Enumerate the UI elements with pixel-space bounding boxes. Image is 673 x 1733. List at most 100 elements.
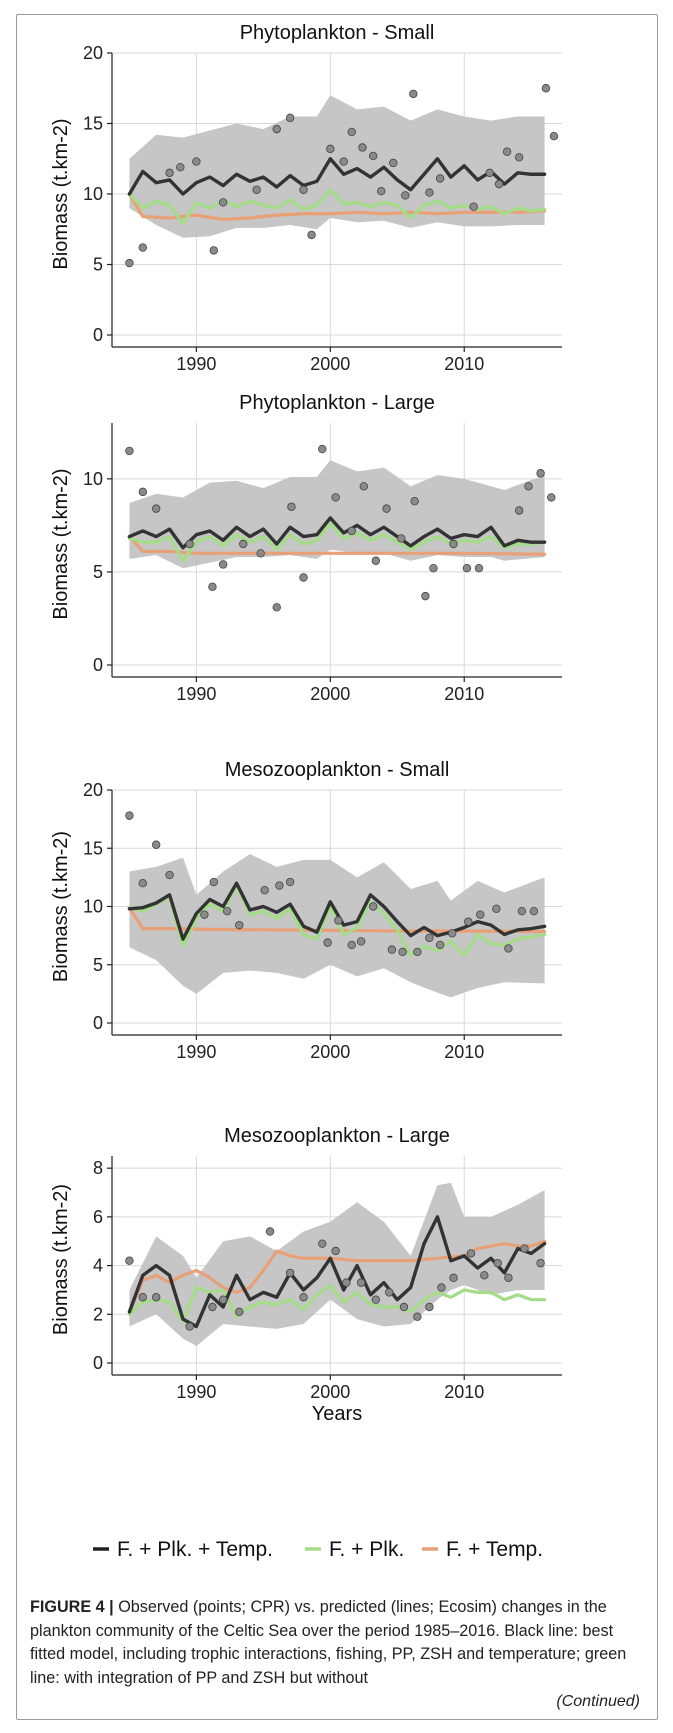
observed-point	[235, 920, 244, 930]
y-tick-label: 0	[93, 1353, 103, 1373]
x-axis-label: Years	[312, 1403, 362, 1425]
panel-title: Mesozooplankton - Small	[225, 759, 450, 781]
observed-point	[413, 1312, 422, 1321]
observed-point	[371, 556, 381, 565]
observed-point	[285, 1268, 295, 1278]
x-tick-label: 2010	[444, 1042, 484, 1062]
observed-point	[462, 564, 472, 573]
observed-point	[469, 202, 478, 211]
figure-caption-text: Observed (points; CPR) vs. predicted (li…	[30, 1598, 627, 1687]
legend-label: F. + Plk.	[329, 1538, 404, 1561]
x-tick-label: 1990	[176, 1382, 216, 1402]
observed-point	[425, 188, 434, 197]
observed-point	[474, 564, 484, 573]
chart-panel-3: Mesozooplankton - Small 0 5 10 15 20 1990 2000 2…	[50, 759, 562, 1062]
legend: F. + Plk. + Temp. F. + Plk. F. + Temp.	[93, 1538, 543, 1561]
observed-point	[285, 113, 295, 123]
series-line-orange	[127, 1239, 547, 1314]
x-tick-label: 2000	[310, 1382, 350, 1402]
observed-point	[368, 151, 378, 161]
observed-point	[318, 1239, 327, 1248]
observed-point	[235, 1307, 244, 1317]
observed-point	[524, 482, 533, 491]
observed-point	[260, 885, 269, 895]
figure-charts: Phytoplankton - Small 0 5 10 15 20 1990 2000 201…	[50, 22, 562, 1561]
observed-point	[536, 1258, 545, 1268]
observed-point	[218, 560, 228, 569]
x-tick-label: 2010	[444, 354, 484, 374]
observed-point	[447, 929, 457, 938]
observed-point	[493, 1258, 502, 1268]
y-tick-label: 0	[93, 325, 103, 345]
observed-point	[287, 502, 296, 511]
observed-point	[165, 168, 174, 178]
x-tick-label: 2000	[310, 1042, 350, 1062]
panel-title: Mesozooplankton - Large	[224, 1125, 450, 1147]
observed-point	[382, 504, 391, 513]
observed-point	[256, 549, 265, 558]
x-tick-label: 2000	[310, 684, 350, 704]
observed-point	[125, 811, 134, 820]
observed-point	[342, 1278, 351, 1287]
observed-point	[218, 198, 228, 207]
observed-point	[397, 534, 406, 543]
observed-point	[209, 877, 218, 887]
observed-point	[285, 877, 295, 887]
observed-point	[480, 1271, 489, 1280]
observed-point	[299, 1293, 308, 1302]
observed-point	[347, 526, 356, 536]
observed-point	[358, 143, 367, 152]
observed-point	[410, 496, 419, 506]
observed-point	[200, 910, 209, 919]
y-tick-label: 15	[83, 838, 103, 858]
observed-point	[347, 940, 356, 950]
observed-point	[541, 84, 551, 93]
y-tick-label: 8	[93, 1158, 103, 1178]
series-line-green	[127, 1283, 547, 1324]
observed-point	[517, 906, 527, 916]
observed-point	[409, 89, 418, 99]
observed-point	[239, 539, 248, 549]
y-tick-label: 5	[93, 562, 103, 582]
observed-point	[437, 1283, 446, 1292]
observed-point	[421, 591, 430, 601]
x-tick-label: 2010	[444, 1382, 484, 1402]
y-axis-label: Biomass (t.km-2)	[50, 1184, 72, 1335]
observed-point	[165, 870, 174, 880]
observed-point	[138, 879, 148, 888]
observed-point	[502, 147, 512, 156]
observed-point	[185, 539, 194, 549]
chart-panel-4: Mesozooplankton - Large 0 2 4 6 8 1990 2000 2010…	[50, 1125, 562, 1425]
figure-caption: FIGURE 4 | Observed (points; CPR) vs. pr…	[30, 1596, 642, 1690]
x-tick-label: 2010	[444, 684, 484, 704]
observed-point	[547, 493, 556, 502]
observed-point	[222, 906, 232, 916]
observed-point	[385, 1288, 394, 1297]
observed-point	[125, 1256, 134, 1265]
observed-point	[466, 1249, 476, 1258]
observed-point	[494, 179, 504, 189]
y-tick-label: 10	[83, 469, 103, 489]
observed-point	[272, 124, 281, 134]
series-line-black	[127, 881, 547, 941]
y-tick-label: 10	[83, 184, 103, 204]
observed-point	[125, 446, 134, 456]
y-tick-label: 6	[93, 1207, 103, 1227]
series-line-black	[127, 1215, 547, 1329]
observed-point	[413, 947, 422, 957]
observed-point	[138, 243, 148, 252]
y-tick-label: 5	[93, 255, 103, 275]
observed-point	[425, 933, 434, 943]
observed-point	[339, 157, 348, 166]
panel-title: Phytoplankton - Small	[240, 22, 435, 44]
observed-point	[387, 945, 397, 954]
y-tick-label: 0	[93, 655, 103, 675]
y-axis-label: Biomass (t.km-2)	[50, 468, 72, 619]
observed-point	[208, 582, 217, 592]
y-tick-label: 10	[83, 897, 103, 917]
observed-point	[476, 910, 485, 919]
y-tick-label: 20	[83, 780, 103, 800]
observed-point	[125, 258, 134, 268]
observed-point	[318, 444, 327, 454]
observed-point	[192, 157, 201, 166]
